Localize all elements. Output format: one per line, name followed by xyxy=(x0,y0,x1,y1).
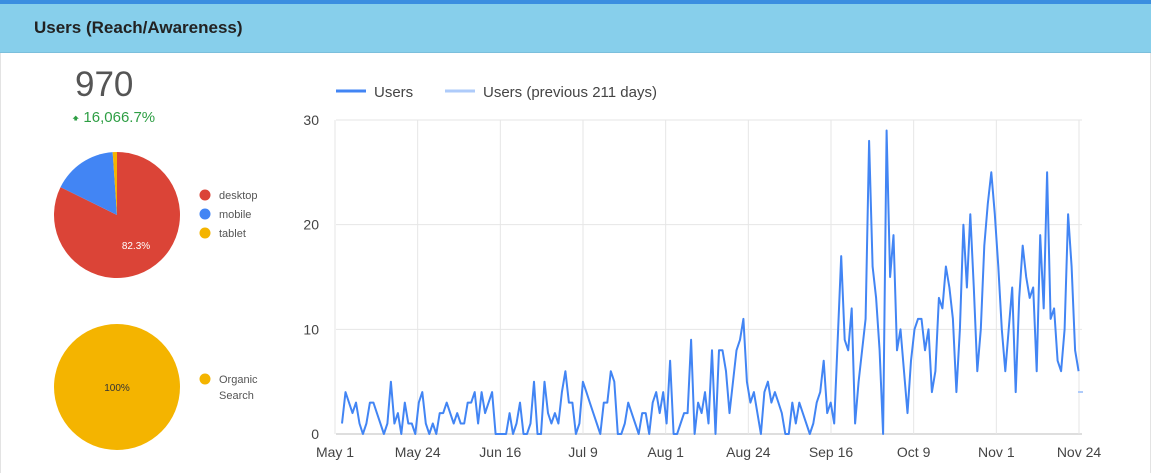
section-header: Users (Reach/Awareness) xyxy=(0,4,1151,53)
header-top-stripe xyxy=(0,0,1151,4)
channel-pie-legend-label-0: Organic xyxy=(219,374,258,386)
series-line-0 xyxy=(341,129,1080,435)
channel-pie-slice-label: 100% xyxy=(104,383,130,394)
x-tick-label: Nov 1 xyxy=(978,444,1015,460)
device-pie-slice-mobile xyxy=(60,152,117,215)
device-pie-slice-label: 82.3% xyxy=(122,241,150,252)
scorecard-value: 970 xyxy=(75,65,134,104)
x-tick-label: Jun 16 xyxy=(479,444,521,460)
scorecard-change-value: 16,066.7% xyxy=(83,109,156,126)
device-pie-slice-desktop xyxy=(54,152,181,278)
channel-pie-slice-organic-search xyxy=(54,324,180,450)
x-tick-label: Sep 16 xyxy=(809,444,854,460)
x-tick-label: May 1 xyxy=(316,444,354,460)
device-pie-legend-dot-1 xyxy=(199,208,211,220)
x-tick-label: Aug 1 xyxy=(647,444,684,460)
device-pie-legend-label-0: desktop xyxy=(219,190,258,202)
scorecard-change: 🠹 16,066.7% xyxy=(72,109,155,130)
y-tick-label: 20 xyxy=(303,217,319,233)
channel-pie-legend-label-0: Search xyxy=(219,390,254,402)
device-pie-legend-dot-0 xyxy=(199,189,211,201)
report-panel xyxy=(0,53,1151,473)
y-tick-label: 0 xyxy=(311,426,319,442)
x-tick-label: Jul 9 xyxy=(568,444,598,460)
device-pie-legend-dot-2 xyxy=(199,227,211,239)
section-title: Users (Reach/Awareness) xyxy=(34,18,243,37)
x-tick-label: May 24 xyxy=(395,444,441,460)
channel-pie-legend-dot-0 xyxy=(199,373,211,385)
y-tick-label: 30 xyxy=(303,112,319,128)
device-pie-legend-label-2: tablet xyxy=(219,228,246,240)
device-pie-slice-tablet xyxy=(112,152,117,215)
x-tick-label: Aug 24 xyxy=(726,444,771,460)
legend-label-0: Users xyxy=(374,84,413,101)
x-tick-label: Nov 24 xyxy=(1057,444,1102,460)
arrow-up-icon: 🠹 xyxy=(72,111,80,125)
y-tick-label: 10 xyxy=(303,321,319,337)
x-tick-label: Oct 9 xyxy=(897,444,931,460)
device-pie-legend-label-1: mobile xyxy=(219,209,251,221)
legend-label-1: Users (previous 211 days) xyxy=(483,84,657,101)
